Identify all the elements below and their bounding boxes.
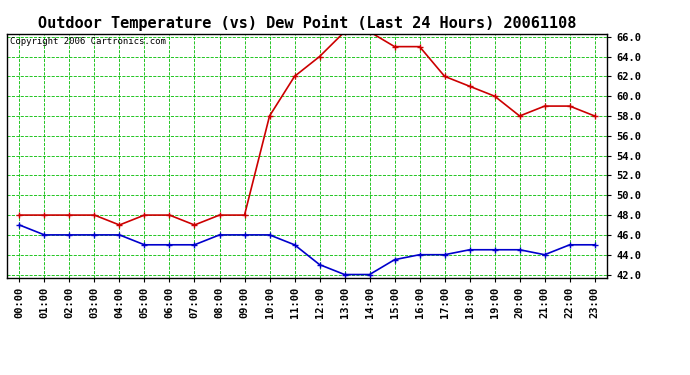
Title: Outdoor Temperature (vs) Dew Point (Last 24 Hours) 20061108: Outdoor Temperature (vs) Dew Point (Last… (38, 15, 576, 31)
Text: Copyright 2006 Cartronics.com: Copyright 2006 Cartronics.com (10, 38, 166, 46)
